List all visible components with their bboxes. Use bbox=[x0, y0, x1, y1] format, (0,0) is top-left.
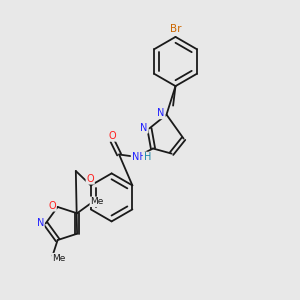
Text: Me: Me bbox=[90, 197, 104, 206]
Text: N: N bbox=[140, 123, 148, 133]
Text: Br: Br bbox=[170, 24, 182, 34]
Text: N: N bbox=[37, 218, 44, 228]
Text: Me: Me bbox=[52, 254, 66, 262]
Text: NH: NH bbox=[131, 152, 146, 163]
Text: N: N bbox=[158, 108, 165, 118]
Text: O: O bbox=[108, 131, 116, 141]
Text: H: H bbox=[144, 152, 151, 163]
Text: O: O bbox=[48, 201, 56, 211]
Text: O: O bbox=[86, 174, 94, 184]
